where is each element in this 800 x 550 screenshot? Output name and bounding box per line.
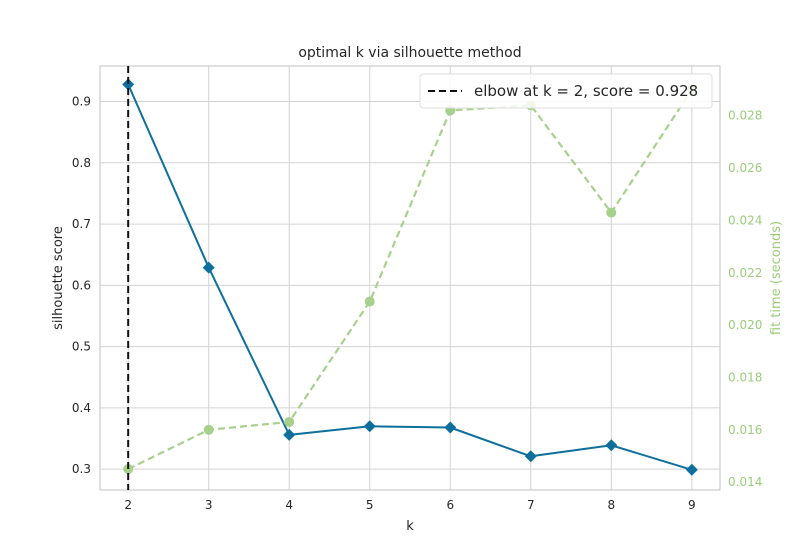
- fit-time-point: [364, 296, 375, 307]
- y-right-tick-label: 0.022: [728, 266, 762, 280]
- fit-time-point: [203, 424, 214, 435]
- fit-time-point: [123, 464, 134, 475]
- x-tick-label: 4: [285, 498, 293, 512]
- y-tick-label: 0.7: [72, 217, 91, 231]
- x-tick-label: 2: [124, 498, 132, 512]
- fit-time-line: [127, 88, 693, 471]
- legend: elbow at k = 2, score = 0.928: [419, 73, 713, 109]
- y-tick-label: 0.5: [72, 340, 91, 354]
- y-tick-label: 0.8: [72, 156, 91, 170]
- y-axis-right-label: fit time (seconds): [769, 221, 784, 335]
- x-tick-label: 8: [607, 498, 615, 512]
- silhouette-score-point: [283, 428, 296, 441]
- silhouette-score-point: [605, 439, 618, 452]
- y-right-tick-label: 0.018: [728, 370, 762, 384]
- silhouette-score-point: [202, 261, 215, 274]
- y-tick-label: 0.3: [72, 462, 91, 476]
- y-right-tick-label: 0.026: [728, 161, 762, 175]
- silhouette-score-point: [122, 78, 135, 91]
- silhouette-score-line: [127, 83, 693, 471]
- y-right-tick-label: 0.028: [728, 109, 762, 123]
- y-axis-label: silhouette score: [51, 226, 66, 330]
- y-tick-label: 0.6: [72, 278, 91, 292]
- grid: [100, 66, 720, 490]
- x-tick-label: 3: [205, 498, 213, 512]
- x-axis-label: k: [406, 519, 414, 534]
- y-tick-label: 0.9: [72, 95, 91, 109]
- y-right-tick-label: 0.016: [728, 423, 762, 437]
- x-tick-label: 6: [446, 498, 454, 512]
- y-right-tick-label: 0.020: [728, 318, 762, 332]
- silhouette-score-point: [363, 420, 376, 433]
- silhouette-score-point: [524, 450, 537, 463]
- y-right-tick-label: 0.014: [728, 475, 762, 489]
- silhouette-score-point: [685, 463, 698, 476]
- chart-title: optimal k via silhouette method: [298, 45, 521, 61]
- legend-elbow-label: elbow at k = 2, score = 0.928: [474, 82, 698, 100]
- x-tick-label: 9: [688, 498, 696, 512]
- fit-time-point: [606, 207, 617, 218]
- legend-box: [419, 73, 713, 109]
- y-tick-label: 0.4: [72, 401, 91, 415]
- plot-frame: [99, 65, 721, 491]
- fit-time-point: [284, 416, 295, 427]
- tick-labels: 2 3 4 5 6 7 8 9 0.3 0.4 0.5 0.6 0.7 0.8 0.9 0.014 0.016 0…: [72, 95, 762, 512]
- silhouette-score-point: [444, 421, 457, 434]
- x-tick-label: 5: [366, 498, 374, 512]
- series-layer: [122, 66, 698, 490]
- y-right-tick-label: 0.024: [728, 213, 762, 227]
- x-tick-label: 7: [527, 498, 535, 512]
